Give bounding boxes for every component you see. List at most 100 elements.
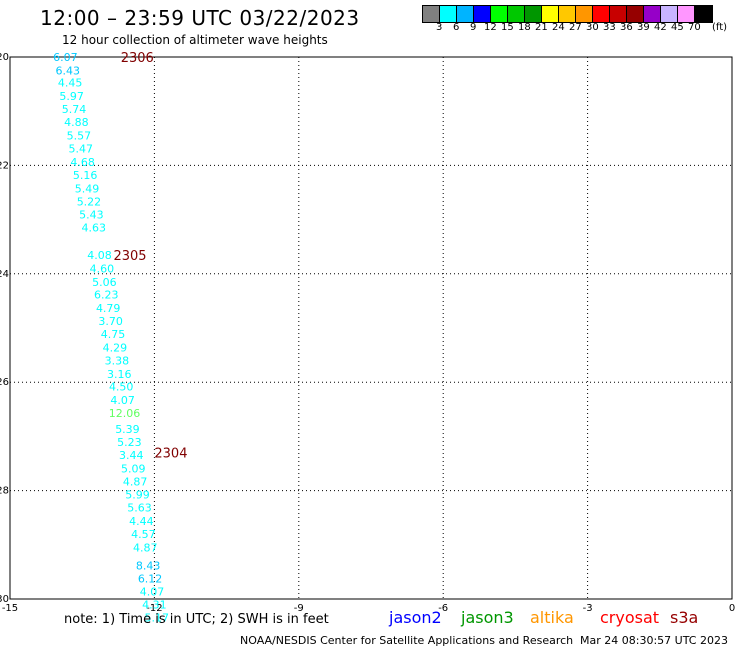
legend-swatch [661, 6, 678, 22]
legend-label: 70 [688, 22, 701, 33]
y-tick-label: -28 [0, 486, 9, 497]
legend-swatch [559, 6, 576, 22]
wave-height-value: 4.88 [64, 116, 89, 129]
legend-label: 27 [569, 22, 582, 33]
legend-label: 33 [603, 22, 616, 33]
legend-swatch [440, 6, 457, 22]
wave-height-value: 5.06 [92, 276, 117, 289]
wave-height-value: 5.63 [127, 501, 152, 514]
wave-height-value: 4.87 [123, 475, 148, 488]
generation-timestamp: Mar 24 08:30:57 UTC 2023 [580, 634, 728, 647]
satellite-name: s3a [670, 608, 699, 627]
legend-swatch [423, 6, 440, 22]
satellite-name: altika [530, 608, 574, 627]
wave-height-value: 3.38 [105, 355, 130, 368]
legend-label: 39 [637, 22, 650, 33]
wave-height-value: 4.29 [103, 342, 128, 355]
x-tick-label: -6 [438, 603, 448, 614]
wave-height-value: 12.06 [109, 407, 141, 420]
legend-label: 30 [586, 22, 599, 33]
legend-swatch [474, 6, 491, 22]
wave-height-value: 5.74 [62, 103, 87, 116]
y-tick-label: -20 [0, 52, 9, 63]
color-scale-unit: (ft) [712, 22, 728, 33]
wave-height-value: 6.23 [94, 288, 119, 301]
legend-swatch [491, 6, 508, 22]
wave-height-value: 4.07 [110, 394, 135, 407]
legend-label: 6 [453, 22, 460, 33]
wave-height-value: 5.97 [59, 90, 84, 103]
legend-label: 9 [470, 22, 477, 33]
legend-swatch [644, 6, 661, 22]
legend-label: 24 [552, 22, 565, 33]
wave-height-value: 3.16 [107, 368, 132, 381]
x-tick-label: 0 [729, 603, 735, 614]
wave-height-value: 4.87 [133, 542, 158, 555]
wave-height-value: 4.50 [109, 381, 134, 394]
wave-height-value: 4.07 [140, 585, 165, 598]
wave-height-value: 5.49 [75, 183, 100, 196]
wave-height-value: 4.45 [58, 76, 83, 89]
legend-swatch [678, 6, 695, 22]
wave-height-value: 5.17 [145, 611, 170, 624]
x-tick-label: -12 [146, 603, 162, 614]
pass-time-label: 2304 [154, 447, 187, 462]
wave-height-value: 6.12 [138, 572, 163, 585]
legend-label: 18 [518, 22, 531, 33]
map-title: 12:00 – 23:59 UTC 03/22/2023 [40, 6, 360, 30]
wave-height-value: 5.43 [79, 209, 104, 222]
wave-height-value: 5.23 [117, 436, 142, 449]
legend-label: 12 [484, 22, 497, 33]
pass-time-label: 2306 [121, 51, 154, 66]
wave-height-value: 5.22 [77, 196, 102, 209]
wave-height-value: 4.57 [131, 528, 156, 541]
wave-height-value: 5.09 [121, 462, 146, 475]
wave-height-value: 4.60 [90, 262, 115, 275]
x-tick-label: -3 [583, 603, 593, 614]
map-subtitle: 12 hour collection of altimeter wave hei… [62, 33, 328, 47]
y-tick-label: -30 [0, 594, 9, 605]
x-tick-label: -15 [2, 603, 18, 614]
legend-swatch [576, 6, 593, 22]
legend-swatch [542, 6, 559, 22]
satellite-name: cryosat [600, 608, 660, 627]
wave-height-value: 5.57 [67, 130, 92, 143]
credit-line: NOAA/NESDIS Center for Satellite Applica… [240, 634, 574, 647]
legend-label: 15 [501, 22, 514, 33]
wave-height-value: 4.63 [82, 222, 107, 235]
legend-swatch [508, 6, 525, 22]
legend-swatch [457, 6, 474, 22]
wave-height-value: 5.39 [115, 423, 140, 436]
legend-swatch [627, 6, 644, 22]
wave-height-value: 4.75 [101, 328, 126, 341]
legend-swatch [593, 6, 610, 22]
wave-height-value: 5.47 [69, 143, 94, 156]
wave-height-value: 6.07 [53, 51, 78, 64]
legend-label: 42 [654, 22, 667, 33]
wave-height-value: 4.79 [96, 302, 121, 315]
pass-time-label: 2305 [113, 249, 146, 264]
satellite-name: jason3 [461, 608, 514, 627]
y-tick-label: -22 [0, 160, 9, 171]
wave-height-value: 4.31 [142, 598, 167, 611]
wave-height-value: 4.68 [70, 156, 95, 169]
wave-height-value: 5.99 [125, 488, 150, 501]
wave-height-value: 5.16 [73, 169, 98, 182]
legend-label: 21 [535, 22, 548, 33]
wave-height-value: 4.08 [87, 249, 112, 262]
wave-height-value: 4.44 [129, 515, 154, 528]
legend-swatch [610, 6, 627, 22]
wave-height-value: 8.43 [136, 559, 161, 572]
y-tick-label: -26 [0, 377, 9, 388]
legend-swatch [525, 6, 542, 22]
wave-height-value: 3.44 [119, 449, 144, 462]
legend-swatch [695, 6, 712, 22]
x-tick-label: -9 [294, 603, 304, 614]
wave-height-value: 6.43 [56, 65, 81, 78]
y-tick-label: -24 [0, 269, 9, 280]
color-scale-legend [422, 5, 713, 23]
legend-label: 3 [436, 22, 443, 33]
legend-label: 36 [620, 22, 633, 33]
footnote: note: 1) Time is in UTC; 2) SWH is in fe… [64, 612, 329, 627]
